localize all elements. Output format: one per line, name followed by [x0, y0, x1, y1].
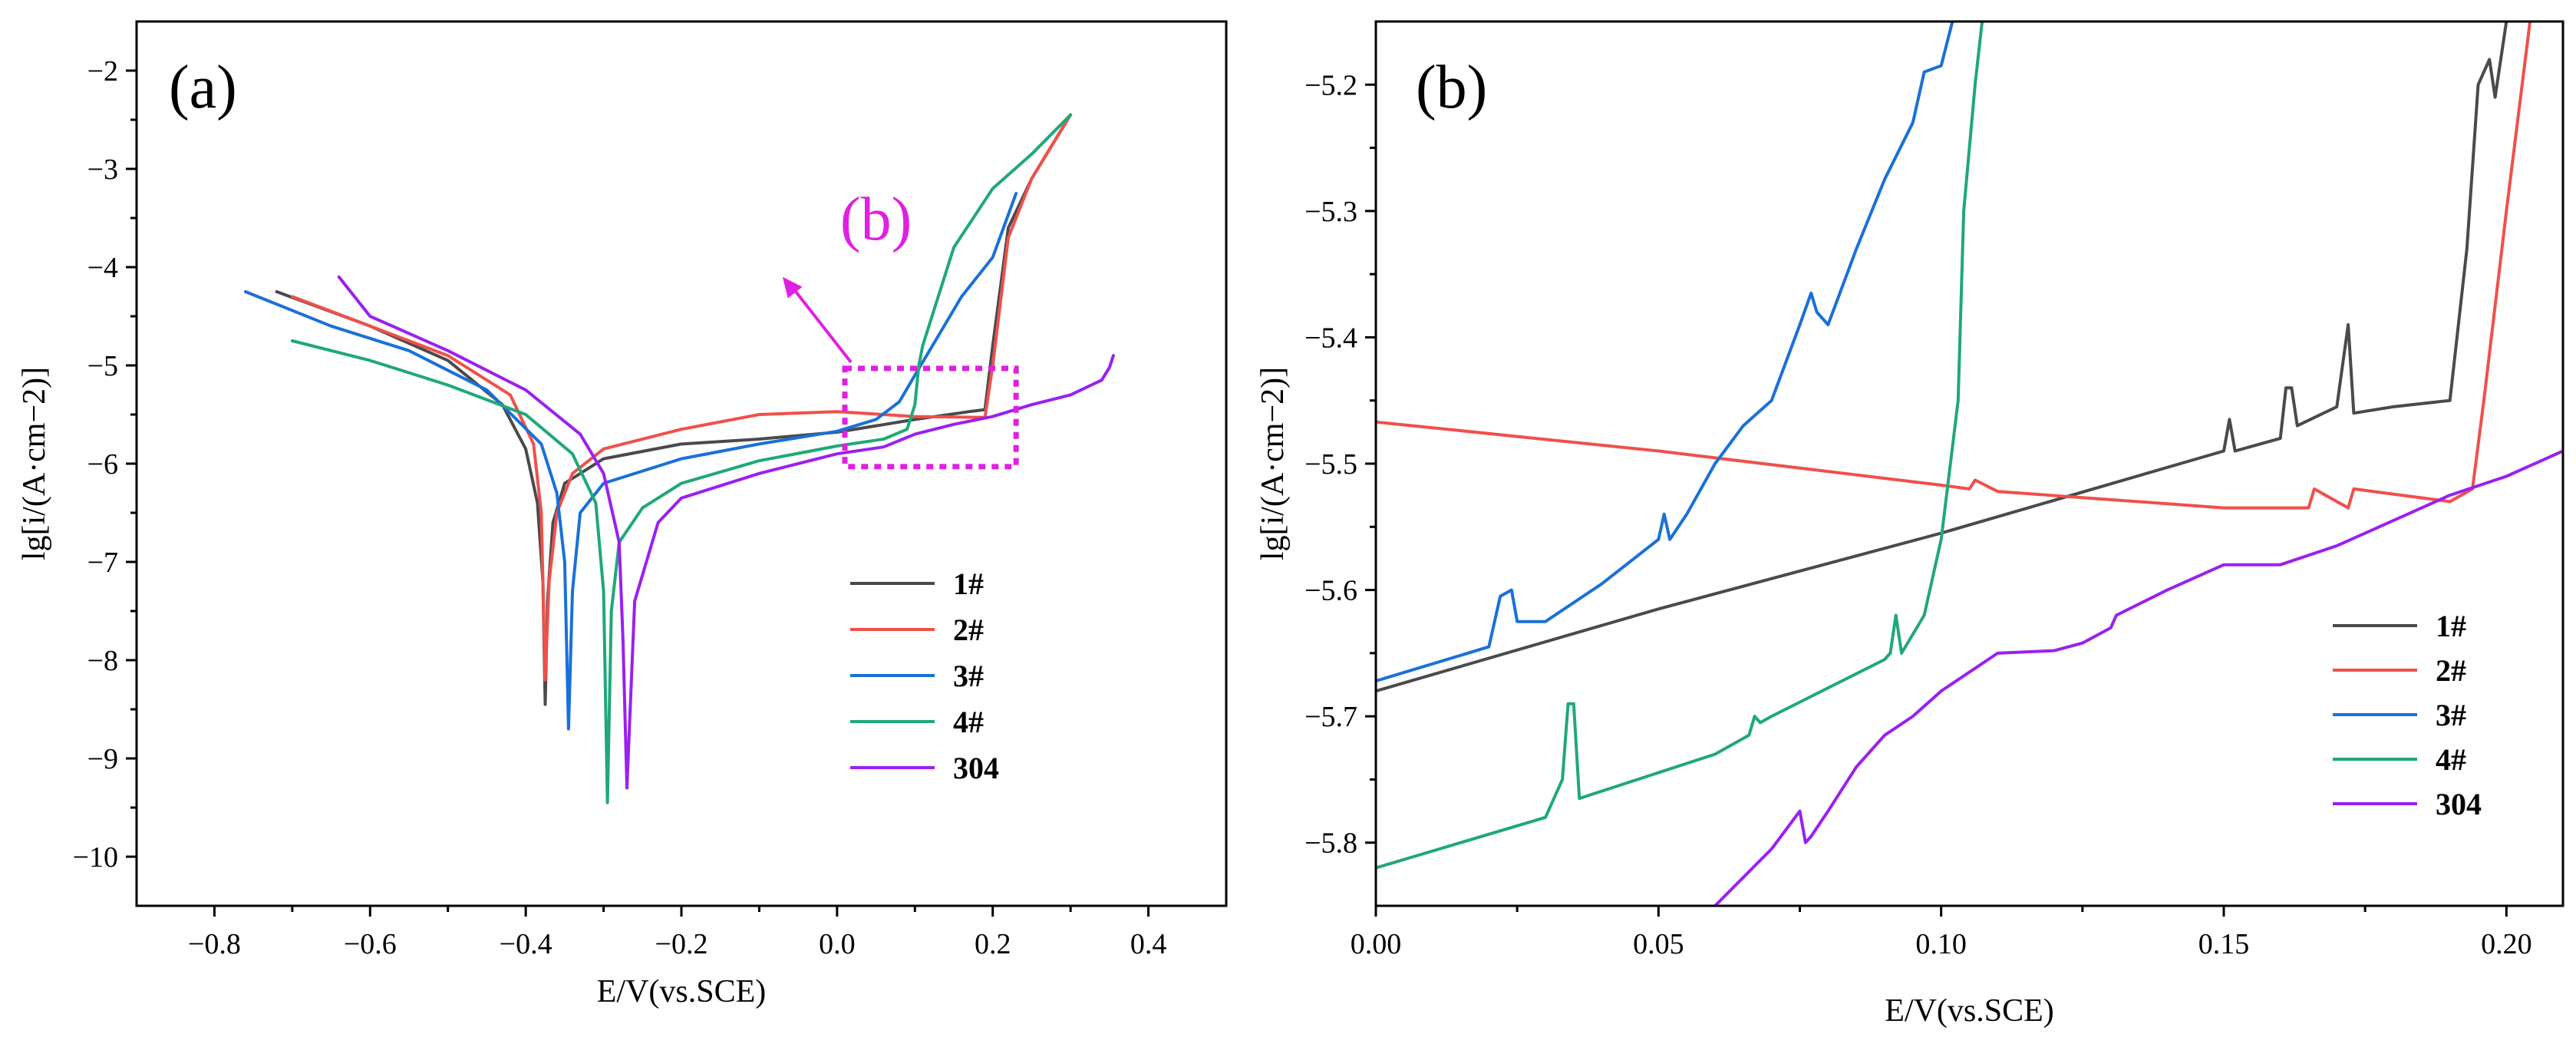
- y-tick-label: −5.8: [1304, 828, 1357, 860]
- series-line-4h: [290, 113, 1073, 804]
- y-tick-label: −5: [87, 350, 118, 382]
- panel-label: (a): [169, 54, 237, 121]
- legend-label: 304: [2436, 787, 2482, 821]
- x-axis-label: E/V(vs.SCE): [1885, 993, 2054, 1029]
- legend-label: 4#: [953, 705, 984, 739]
- x-tick-label: 0.2: [975, 928, 1011, 960]
- y-tick-label: −8: [87, 645, 118, 677]
- x-tick-label: 0.4: [1130, 928, 1167, 960]
- y-tick-label: −4: [87, 252, 118, 284]
- x-tick-label: −0.6: [344, 928, 397, 960]
- annotation-label: (b): [840, 186, 912, 253]
- panel-a-chart: (b) −0.8 −0.6 −0.4 −0.2 0.0 0.2 0.4 −10 −9 −8 −7 −6 −…: [17, 20, 1228, 1009]
- panel-label: (b): [1416, 54, 1487, 121]
- legend-label: 3#: [953, 659, 984, 693]
- y-tick-label: −5.2: [1304, 69, 1357, 101]
- x-tick-label: 0.00: [1351, 928, 1402, 960]
- series-line-3h: [1376, 21, 1954, 683]
- x-tick-label: 0.0: [819, 928, 856, 960]
- series-line-304: [1713, 449, 2563, 906]
- y-tick-label: −5.5: [1304, 448, 1357, 481]
- series-line-1h: [275, 113, 1073, 706]
- x-tick-label: −0.8: [188, 928, 241, 960]
- series-line-2h: [1376, 21, 2532, 510]
- legend-label: 4#: [2436, 742, 2466, 777]
- y-tick-label: −6: [87, 448, 118, 481]
- legend-label: 2#: [2436, 653, 2466, 688]
- x-tick-label: 0.20: [2481, 928, 2532, 960]
- annotation-arrow: [789, 283, 853, 364]
- zoom-region-box: [842, 365, 1019, 470]
- y-tick-label: −10: [73, 841, 118, 874]
- y-axis-label: lg[i/(A·cm−2)]: [1255, 367, 1291, 560]
- y-tick-label: −7: [87, 547, 118, 579]
- y-tick-label: −2: [87, 55, 118, 88]
- x-tick-label: −0.2: [655, 928, 708, 960]
- y-tick-label: −3: [87, 154, 118, 186]
- series-line-2h: [290, 113, 1073, 682]
- y-tick-label: −9: [87, 743, 118, 775]
- series-line-304: [337, 275, 1115, 790]
- y-tick-label: −5.4: [1304, 322, 1357, 354]
- x-tick-label: −0.4: [500, 928, 552, 960]
- y-axis-label: lg[i/(A·cm−2)]: [17, 367, 52, 560]
- legend-label: 1#: [2436, 609, 2466, 643]
- legend-label: 304: [953, 751, 999, 785]
- y-tick-label: −5.6: [1304, 575, 1357, 607]
- y-tick-label: −5.7: [1304, 701, 1357, 733]
- x-tick-label: 0.15: [2198, 928, 2250, 960]
- annotation-arrowhead: [782, 276, 803, 299]
- legend-label: 1#: [953, 567, 984, 601]
- x-tick-label: 0.05: [1633, 928, 1684, 960]
- x-axis-label: E/V(vs.SCE): [597, 974, 767, 1009]
- legend-label: 3#: [2436, 698, 2466, 732]
- x-tick-label: 0.10: [1915, 928, 1967, 960]
- series-line-4h: [1376, 21, 1984, 870]
- y-tick-label: −5.3: [1304, 196, 1357, 228]
- panel-b-chart: 0.00 0.05 0.10 0.15 0.20 −5.8 −5.7 −5.6 −5.5 −5.4…: [1255, 20, 2564, 1029]
- legend-label: 2#: [953, 613, 984, 647]
- series-line-1h: [1376, 21, 2508, 693]
